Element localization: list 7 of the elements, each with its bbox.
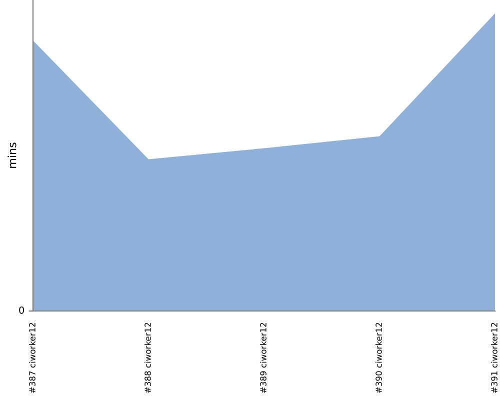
x-tick-label: #390 ciworker12 — [375, 322, 382, 393]
x-tick-label: #391 ciworker12 — [490, 322, 498, 393]
x-tick-label: #387 ciworker12 — [28, 322, 36, 393]
x-tick-label: #388 ciworker12 — [144, 322, 151, 393]
x-tick-label: #389 ciworker12 — [260, 322, 266, 393]
y-axis-title: mins — [8, 142, 16, 168]
text: 0 — [19, 306, 24, 314]
